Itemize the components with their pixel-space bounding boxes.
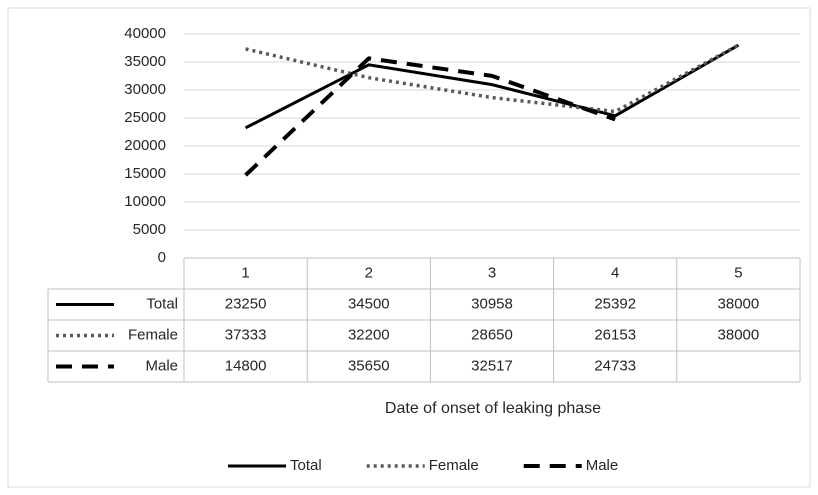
table-row-label: Total: [146, 295, 178, 312]
legend-label: Female: [429, 457, 479, 474]
table-value: 14800: [225, 357, 267, 374]
y-tick-label: 10000: [124, 193, 166, 210]
table-value: 30958: [471, 295, 513, 312]
x-tick-label: 1: [241, 264, 249, 281]
y-tick-label: 25000: [124, 109, 166, 126]
y-tick-label: 20000: [124, 137, 166, 154]
x-tick-label: 3: [488, 264, 496, 281]
y-tick-label: 0: [158, 249, 166, 266]
table-value: 35650: [348, 357, 390, 374]
x-tick-label: 4: [611, 264, 619, 281]
table-value: 23250: [225, 295, 267, 312]
y-tick-label: 30000: [124, 81, 166, 98]
y-tick-label: 35000: [124, 53, 166, 70]
legend-label: Total: [290, 457, 322, 474]
series-line: [244, 56, 616, 177]
y-tick-label: 40000: [124, 25, 166, 42]
table-value: 37333: [225, 326, 267, 343]
x-axis-title: Date of onset of leaking phase: [385, 400, 601, 417]
table-value: 34500: [348, 295, 390, 312]
table-row-label: Male: [145, 357, 178, 374]
table-value: 24733: [594, 357, 636, 374]
table-value: 38000: [718, 326, 760, 343]
x-tick-label: 2: [365, 264, 373, 281]
y-tick-label: 15000: [124, 165, 166, 182]
chart-frame: [7, 7, 811, 488]
series-line: [245, 43, 740, 114]
legend-label: Male: [586, 457, 619, 474]
table-value: 26153: [594, 326, 636, 343]
table-value: 38000: [718, 295, 760, 312]
y-tick-label: 5000: [133, 221, 166, 238]
table-value: 25392: [594, 295, 636, 312]
table-value: 32517: [471, 357, 513, 374]
x-tick-label: 5: [734, 264, 742, 281]
table-row-label: Female: [128, 326, 178, 343]
table-value: 28650: [471, 326, 513, 343]
series-line: [244, 43, 740, 130]
table-value: 32200: [348, 326, 390, 343]
